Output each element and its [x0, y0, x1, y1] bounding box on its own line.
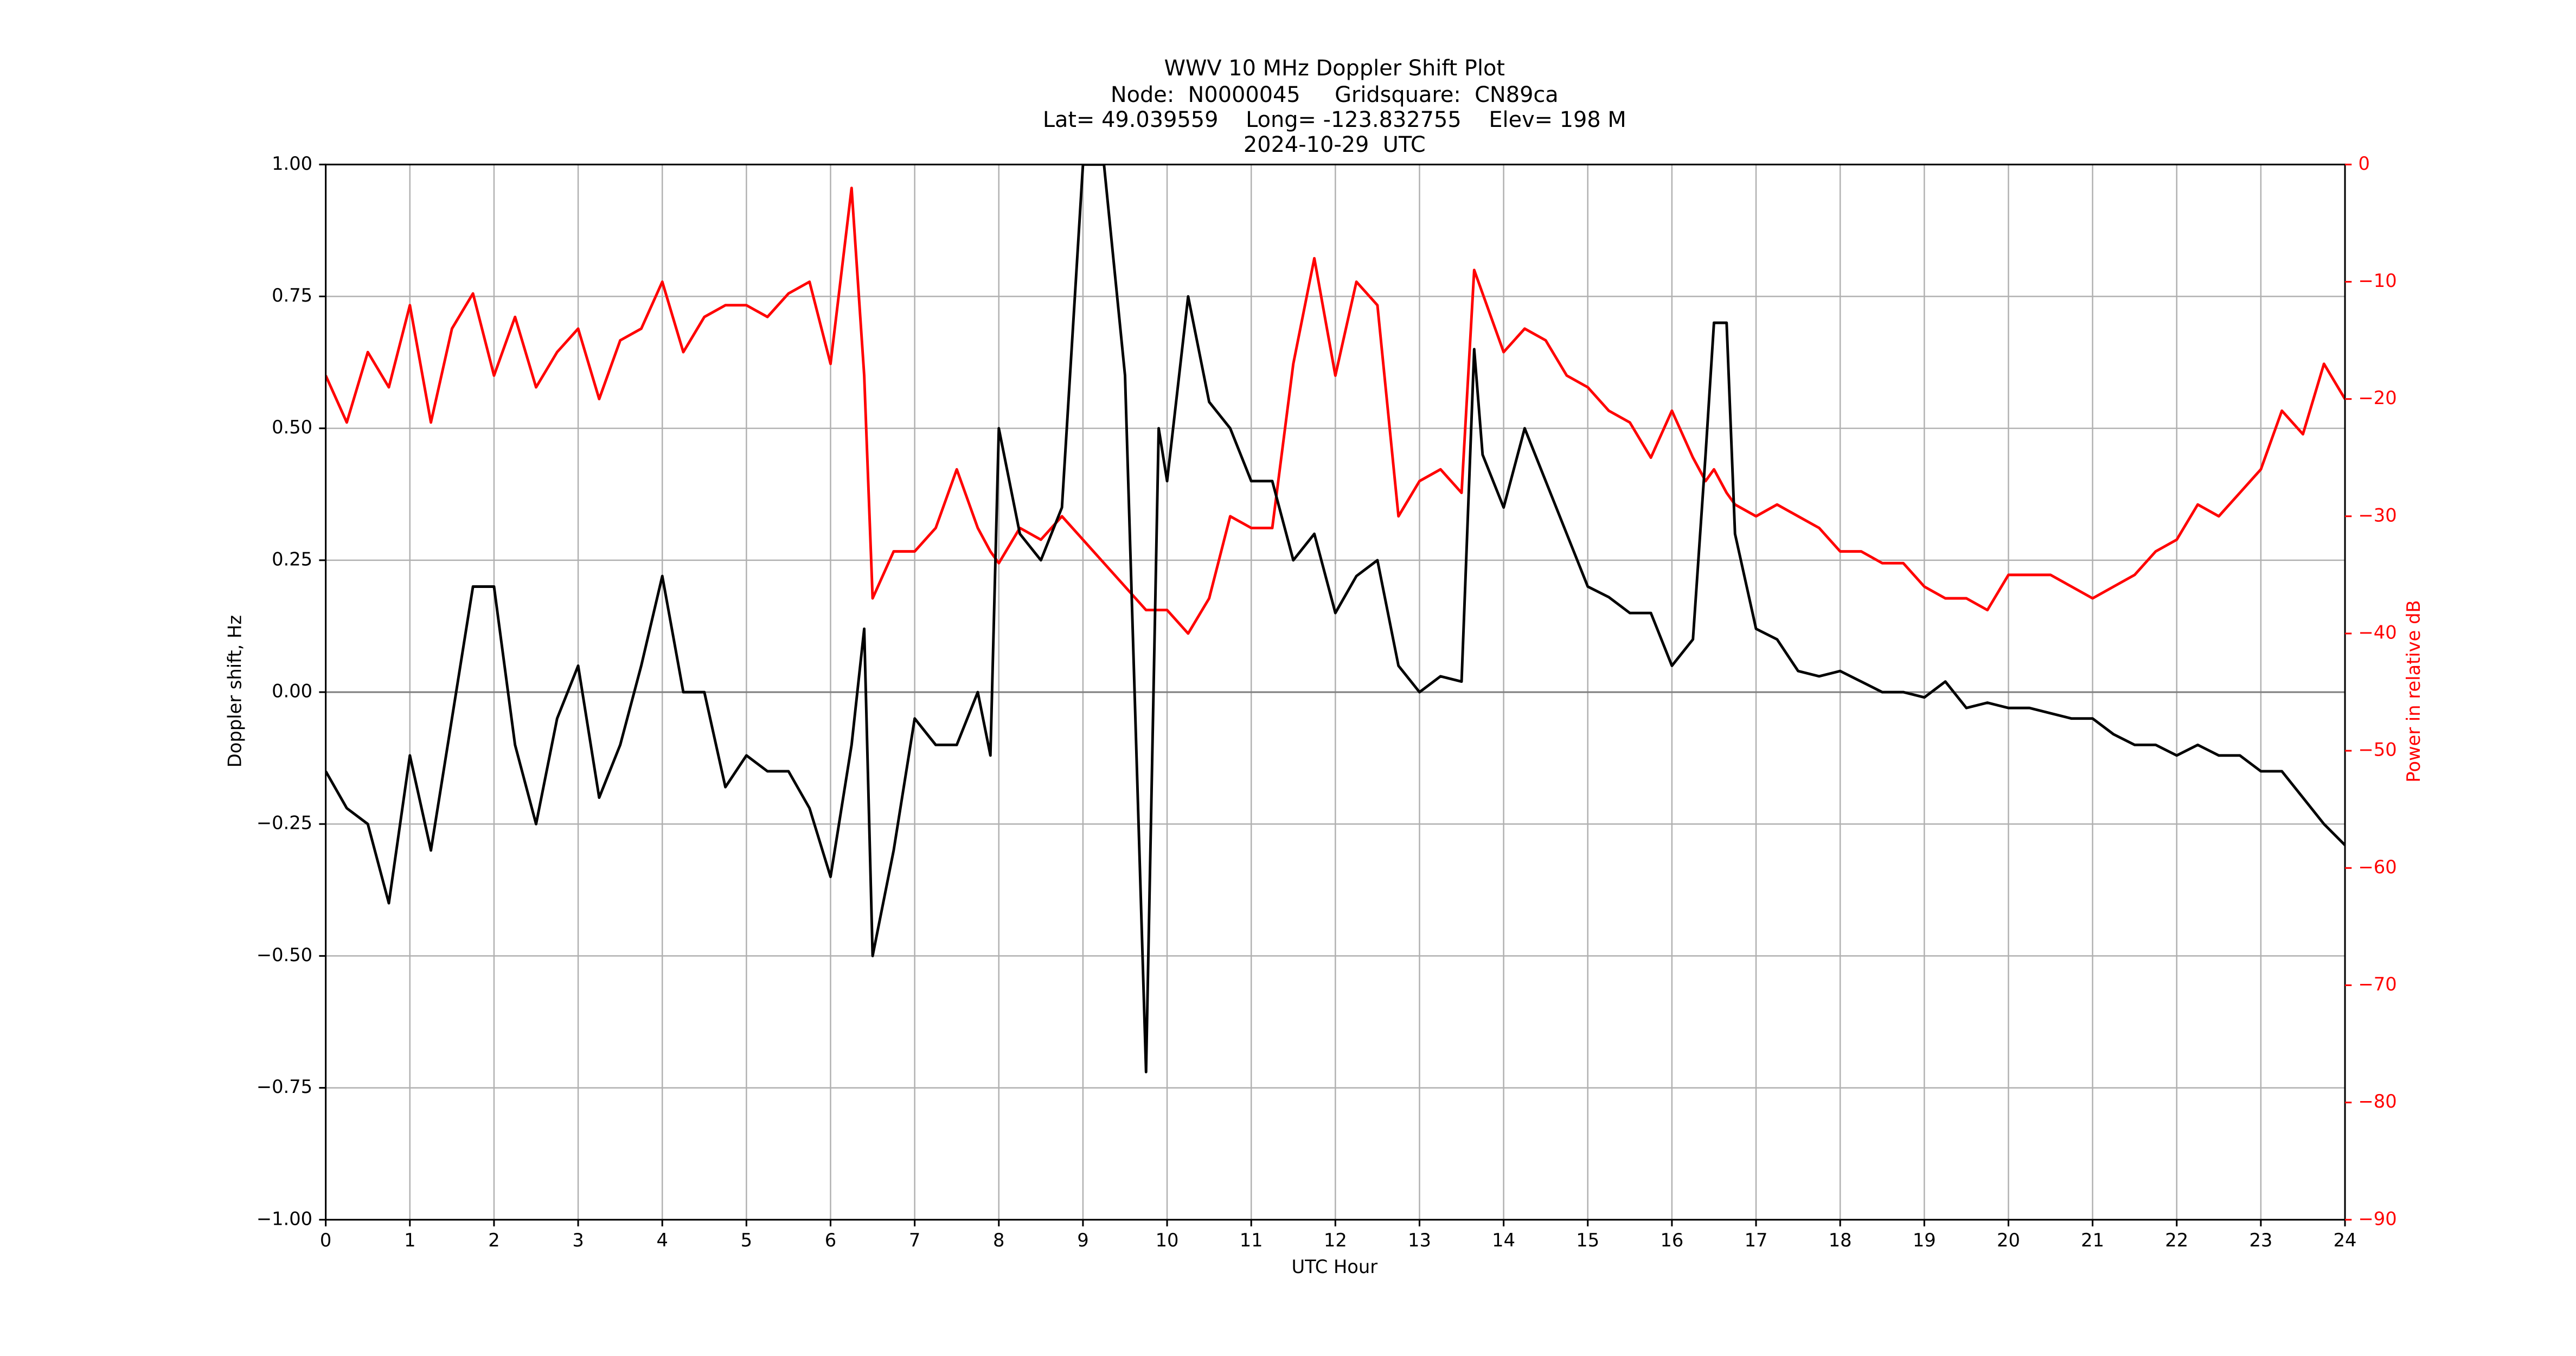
y-tick-label: 0.00 — [272, 681, 312, 702]
y2-tick-label: −60 — [2359, 856, 2397, 878]
x-tick-label: 10 — [1156, 1230, 1179, 1251]
x-tick-label: 0 — [320, 1230, 331, 1251]
y2-tick-label: 0 — [2359, 153, 2370, 174]
x-tick-label: 21 — [2081, 1230, 2104, 1251]
y-tick-label: 0.50 — [272, 417, 312, 438]
x-tick-label: 22 — [2165, 1230, 2188, 1251]
chart-title: WWV 10 MHz Doppler Shift Plot — [1164, 56, 1505, 81]
x-tick-label: 8 — [993, 1230, 1004, 1251]
x-tick-label: 13 — [1408, 1230, 1431, 1251]
data-line — [325, 164, 2346, 1073]
y2-tick-label: −30 — [2359, 504, 2397, 526]
x-axis-label: UTC Hour — [1291, 1256, 1377, 1277]
y-tick-label: −0.50 — [257, 944, 312, 965]
y2-tick-label: −40 — [2359, 622, 2397, 643]
y2-axis-label: Power in relative dB — [2403, 600, 2424, 782]
y-tick-label: −0.25 — [257, 813, 312, 834]
x-tick-label: 11 — [1240, 1230, 1263, 1251]
x-tick-label: 16 — [1660, 1230, 1683, 1251]
y2-tick-label: −70 — [2359, 974, 2397, 995]
x-tick-label: 12 — [1324, 1230, 1347, 1251]
y-axis-label: Doppler shift, Hz — [225, 615, 246, 767]
y-tick-label: −1.00 — [257, 1208, 312, 1229]
chart-subtitle: Node: N0000045 Gridsquare: CN89ca — [1111, 82, 1559, 107]
x-tick-label: 2 — [488, 1230, 499, 1251]
x-tick-label: 24 — [2334, 1230, 2357, 1251]
y-tick-label: 1.00 — [272, 153, 312, 174]
y2-tick-label: −50 — [2359, 739, 2397, 760]
data-line — [325, 187, 2346, 635]
x-tick-label: 5 — [741, 1230, 752, 1251]
y2-tick-label: −10 — [2359, 270, 2397, 291]
x-tick-label: 1 — [404, 1230, 415, 1251]
y-tick-label: 0.75 — [272, 285, 312, 306]
x-tick-label: 17 — [1745, 1230, 1768, 1251]
y-tick-label: 0.25 — [272, 548, 312, 570]
x-tick-label: 9 — [1077, 1230, 1088, 1251]
chart-subtitle: Lat= 49.039559 Long= -123.832755 Elev= 1… — [1043, 107, 1626, 132]
x-tick-label: 19 — [1913, 1230, 1936, 1251]
y2-tick-label: −80 — [2359, 1091, 2397, 1112]
y2-tick-label: −90 — [2359, 1208, 2397, 1229]
plot-lines — [325, 164, 2346, 1073]
x-tick-label: 3 — [572, 1230, 584, 1251]
x-tick-label: 6 — [825, 1230, 836, 1251]
y-tick-label: −0.75 — [257, 1076, 312, 1097]
x-tick-label: 14 — [1492, 1230, 1515, 1251]
x-tick-label: 23 — [2249, 1230, 2272, 1251]
y2-tick-label: −20 — [2359, 387, 2397, 408]
x-tick-label: 20 — [1997, 1230, 2020, 1251]
x-tick-label: 15 — [1576, 1230, 1599, 1251]
x-tick-label: 4 — [656, 1230, 668, 1251]
x-tick-label: 7 — [909, 1230, 920, 1251]
chart-subtitle: 2024-10-29 UTC — [1244, 132, 1426, 157]
x-tick-label: 18 — [1829, 1230, 1852, 1251]
